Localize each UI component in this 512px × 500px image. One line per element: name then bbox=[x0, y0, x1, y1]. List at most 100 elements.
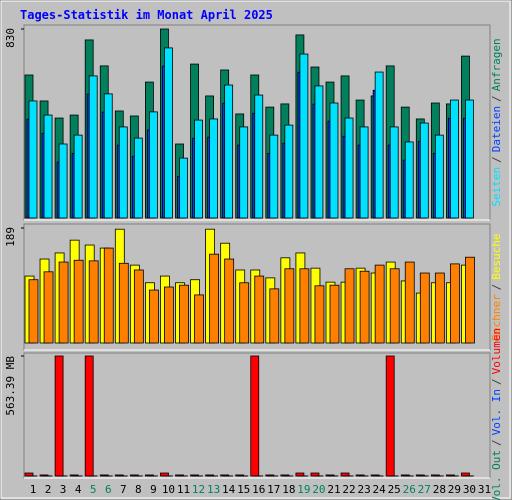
x-tick-label: 4 bbox=[75, 483, 82, 496]
bar bbox=[209, 253, 220, 344]
x-tick-label: 9 bbox=[150, 483, 157, 496]
legend-entry: Rechner bbox=[490, 294, 503, 341]
bar bbox=[224, 84, 234, 219]
bar bbox=[449, 263, 460, 344]
legend-separator: / bbox=[490, 439, 503, 446]
bar bbox=[359, 270, 370, 344]
bar bbox=[194, 294, 204, 344]
bar bbox=[314, 285, 325, 344]
bar bbox=[374, 71, 384, 219]
bar bbox=[224, 258, 235, 344]
bar bbox=[284, 268, 295, 344]
bar bbox=[84, 355, 94, 477]
legend: Vol. Out / Vol. In / Volumen bbox=[490, 328, 503, 500]
bar bbox=[179, 284, 189, 344]
x-tick-label: 28 bbox=[433, 483, 446, 496]
x-tick-label: 15 bbox=[237, 483, 250, 496]
bar bbox=[28, 279, 39, 344]
legend-separator: / bbox=[490, 378, 503, 385]
x-tick-label: 30 bbox=[463, 483, 476, 496]
bar bbox=[194, 119, 203, 219]
legend: Seiten / Dateien / Anfragen bbox=[490, 38, 503, 206]
bar bbox=[254, 275, 265, 344]
bar bbox=[344, 117, 354, 219]
legend-entry: Anfragen bbox=[490, 38, 503, 91]
bar bbox=[43, 114, 53, 219]
bar bbox=[164, 47, 173, 219]
bar bbox=[118, 262, 129, 344]
x-tick-label: 2 bbox=[45, 483, 52, 496]
bar bbox=[299, 268, 310, 344]
bar bbox=[118, 126, 128, 219]
bar bbox=[374, 264, 385, 344]
legend-separator: / bbox=[490, 284, 503, 291]
bar bbox=[465, 256, 475, 344]
bar bbox=[239, 126, 249, 219]
legend: Rechner / Besuche bbox=[490, 233, 503, 340]
bar bbox=[148, 289, 159, 344]
x-tick-label: 20 bbox=[312, 483, 325, 496]
x-tick-label: 31 bbox=[478, 483, 491, 496]
legend-separator: / bbox=[490, 156, 503, 163]
x-tick-label: 3 bbox=[60, 483, 67, 496]
legend-entry: Seiten bbox=[490, 167, 503, 207]
bar bbox=[449, 99, 459, 219]
bar bbox=[419, 122, 429, 219]
x-tick-label: 8 bbox=[135, 483, 142, 496]
y-tick-label: 189 bbox=[4, 227, 17, 247]
bar bbox=[254, 94, 264, 219]
bar bbox=[73, 134, 83, 219]
bar bbox=[299, 53, 309, 219]
x-tick-label: 18 bbox=[282, 483, 295, 496]
legend-entry: Dateien bbox=[490, 106, 503, 152]
bar bbox=[103, 93, 113, 219]
bar bbox=[250, 355, 260, 477]
bar bbox=[179, 157, 188, 219]
bar bbox=[284, 124, 294, 219]
x-tick-label: 17 bbox=[267, 483, 280, 496]
bar bbox=[329, 284, 340, 344]
legend-entry: Vol. Out bbox=[490, 450, 503, 500]
bar bbox=[73, 259, 84, 344]
bar bbox=[58, 143, 68, 219]
legend-entry: Vol. In bbox=[490, 389, 503, 435]
bar bbox=[434, 134, 444, 219]
bar bbox=[465, 99, 474, 219]
bar bbox=[314, 85, 324, 219]
x-tick-label: 29 bbox=[448, 483, 461, 496]
x-tick-label: 19 bbox=[297, 483, 310, 496]
bar bbox=[88, 75, 98, 219]
legend-separator: / bbox=[490, 95, 503, 102]
bar bbox=[28, 100, 38, 219]
y-tick-label: 830 bbox=[4, 28, 17, 48]
bar bbox=[148, 111, 158, 219]
x-tick-label: 11 bbox=[177, 483, 190, 496]
x-tick-label: 23 bbox=[357, 483, 370, 496]
bar bbox=[54, 355, 64, 477]
x-tick-label: 14 bbox=[222, 483, 236, 496]
bar bbox=[389, 268, 400, 344]
bar bbox=[103, 247, 114, 344]
bar bbox=[434, 272, 445, 344]
legend-entry: Besuche bbox=[490, 233, 503, 279]
x-tick-label: 5 bbox=[90, 483, 97, 496]
y-tick-label: 563.39 MB bbox=[4, 356, 17, 416]
x-tick-label: 26 bbox=[403, 483, 416, 496]
x-tick-label: 12 bbox=[192, 483, 205, 496]
x-tick-label: 24 bbox=[373, 483, 387, 496]
x-tick-label: 13 bbox=[207, 483, 220, 496]
bar bbox=[239, 282, 250, 344]
x-tick-label: 27 bbox=[418, 483, 431, 496]
x-tick-label: 6 bbox=[105, 483, 112, 496]
bar bbox=[88, 260, 99, 344]
bar bbox=[385, 355, 395, 477]
bar bbox=[404, 261, 415, 344]
x-tick-label: 21 bbox=[327, 483, 340, 496]
bar bbox=[209, 118, 219, 219]
x-tick-label: 25 bbox=[388, 483, 401, 496]
bar bbox=[164, 286, 174, 344]
bar bbox=[43, 271, 54, 344]
bar bbox=[404, 141, 414, 219]
